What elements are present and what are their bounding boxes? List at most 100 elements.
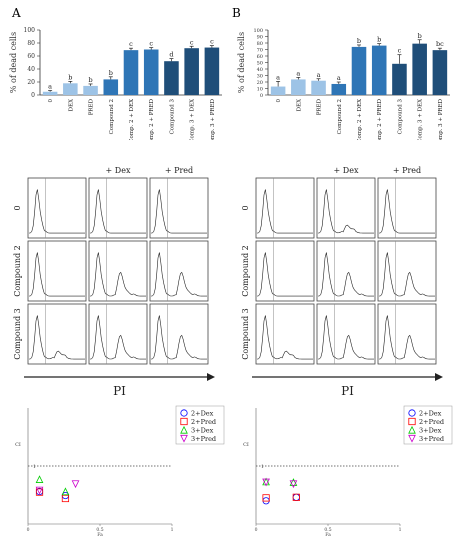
bar bbox=[164, 61, 179, 95]
reference-line-label: 1 bbox=[261, 464, 264, 470]
bar bbox=[331, 83, 347, 95]
flow-histogram-trace bbox=[150, 189, 207, 234]
legend-label: 2+Dex bbox=[191, 410, 214, 418]
flow-histogram-trace bbox=[317, 189, 374, 234]
flow-histogram-frame bbox=[316, 240, 376, 302]
significance-letter: c bbox=[129, 40, 133, 48]
marker-square bbox=[408, 417, 416, 426]
x-tick-label: Comp. 3 + PRED bbox=[210, 98, 216, 140]
legend-label: 3+Dex bbox=[191, 427, 214, 435]
significance-letter: a bbox=[48, 82, 52, 90]
significance-letter: b bbox=[357, 37, 361, 45]
y-tick-label: 20 bbox=[257, 80, 263, 86]
marker-square bbox=[292, 493, 300, 501]
bar bbox=[42, 91, 58, 95]
marker-triangle-down bbox=[408, 434, 416, 443]
flow-histogram-frame bbox=[149, 240, 209, 302]
significance-letter: b bbox=[68, 73, 72, 81]
flow-histogram-frame bbox=[255, 177, 315, 239]
flow-histogram-frame bbox=[255, 240, 315, 302]
flow-histogram-trace bbox=[89, 252, 146, 297]
x-tick-label: Compound 3 bbox=[397, 99, 403, 135]
bar bbox=[351, 46, 367, 95]
y-tick-label: 60 bbox=[257, 54, 263, 60]
y-axis-label: CI bbox=[15, 442, 21, 448]
marker-triangle-down bbox=[262, 478, 270, 487]
y-axis-label: CI bbox=[243, 442, 249, 448]
reference-line-label: 1 bbox=[33, 464, 36, 470]
significance-letter: b bbox=[109, 69, 113, 77]
flow-histogram-frame bbox=[88, 177, 148, 239]
bar bbox=[143, 49, 159, 95]
y-tick-label: 20 bbox=[27, 79, 35, 86]
x-tick-label: PRED bbox=[317, 98, 323, 115]
significance-letter: d bbox=[169, 51, 173, 59]
flow-histogram-trace bbox=[150, 315, 207, 360]
x-tick-label: 0.5 bbox=[324, 527, 331, 533]
flow-histogram-frame bbox=[149, 177, 209, 239]
flow-histogram-trace bbox=[378, 189, 435, 234]
flow-histogram-frame bbox=[377, 303, 437, 365]
flow-row-label: Compound 2 bbox=[241, 245, 250, 297]
bar bbox=[291, 79, 306, 95]
legend-label: 3+Pred bbox=[191, 435, 216, 443]
flow-histogram-trace bbox=[378, 315, 435, 360]
flow-histogram-trace bbox=[317, 315, 374, 360]
flow-column-label: + Dex bbox=[106, 166, 131, 175]
flow-panel-b: + Dex + Pred 0 Compound 2 Compound 3 PI bbox=[241, 166, 443, 398]
panel-label-a: A bbox=[12, 6, 21, 20]
flow-histogram-trace bbox=[150, 252, 207, 297]
x-tick-label: DEX bbox=[68, 99, 74, 111]
pi-axis-label: PI bbox=[113, 384, 126, 398]
bar bbox=[184, 48, 199, 95]
x-tick-label: 0 bbox=[48, 99, 54, 103]
y-tick-label: 80 bbox=[27, 40, 35, 47]
flow-column-label: + Pred bbox=[393, 166, 421, 175]
legend-label: 3+Pred bbox=[419, 435, 444, 443]
x-tick-label: Comp. 3 + DEX bbox=[418, 99, 424, 140]
flow-histogram-trace bbox=[256, 189, 313, 234]
x-tick-label: Comp. 2 + DEX bbox=[129, 99, 135, 140]
x-tick-label: DEX bbox=[296, 99, 302, 111]
flow-histogram-frame bbox=[27, 240, 87, 302]
pi-arrow-head bbox=[207, 373, 215, 381]
x-tick-label: Comp. 2 + DEX bbox=[357, 99, 363, 140]
flow-histogram-trace bbox=[28, 189, 85, 234]
flow-histogram-frame bbox=[316, 177, 376, 239]
marker-triangle bbox=[289, 478, 298, 486]
x-axis-label: Fa bbox=[325, 532, 331, 538]
flow-histogram-trace bbox=[89, 315, 146, 360]
y-tick-label: 80 bbox=[257, 41, 263, 47]
legend-label: 2+Pred bbox=[191, 418, 216, 426]
y-tick-label: 60 bbox=[27, 53, 35, 60]
pi-axis-label: PI bbox=[341, 384, 354, 398]
bar bbox=[392, 63, 407, 95]
x-tick-label: Compound 2 bbox=[337, 99, 343, 134]
marker-square bbox=[180, 417, 188, 426]
y-tick-label: 40 bbox=[27, 66, 35, 73]
x-tick-label: 0.5 bbox=[96, 527, 103, 533]
marker-circle bbox=[292, 493, 300, 501]
flow-row-label: Compound 3 bbox=[13, 308, 22, 360]
flow-column-label: + Dex bbox=[334, 166, 359, 175]
bar-chart-a: 0 20 40 60 80 100 % of dead cells a 0 b DEX b PRED b C… bbox=[9, 27, 222, 140]
flow-row-label: 0 bbox=[13, 205, 22, 210]
marker-triangle bbox=[61, 487, 70, 496]
y-tick-label: 50 bbox=[257, 61, 263, 67]
flow-histogram-frame bbox=[377, 177, 437, 239]
marker-triangle bbox=[180, 425, 188, 434]
bar bbox=[63, 83, 78, 95]
marker-triangle bbox=[35, 475, 44, 483]
flow-row-label: Compound 2 bbox=[13, 245, 22, 297]
marker-triangle bbox=[408, 425, 416, 434]
y-tick-label: 70 bbox=[257, 48, 263, 54]
bar bbox=[311, 80, 326, 95]
y-tick-label: 10 bbox=[257, 87, 263, 93]
x-axis-label: Fa bbox=[97, 532, 103, 538]
significance-letter: a bbox=[276, 73, 280, 81]
significance-letter: a bbox=[337, 74, 341, 82]
significance-letter: c bbox=[149, 40, 153, 48]
legend-label: 2+Dex bbox=[419, 410, 442, 418]
